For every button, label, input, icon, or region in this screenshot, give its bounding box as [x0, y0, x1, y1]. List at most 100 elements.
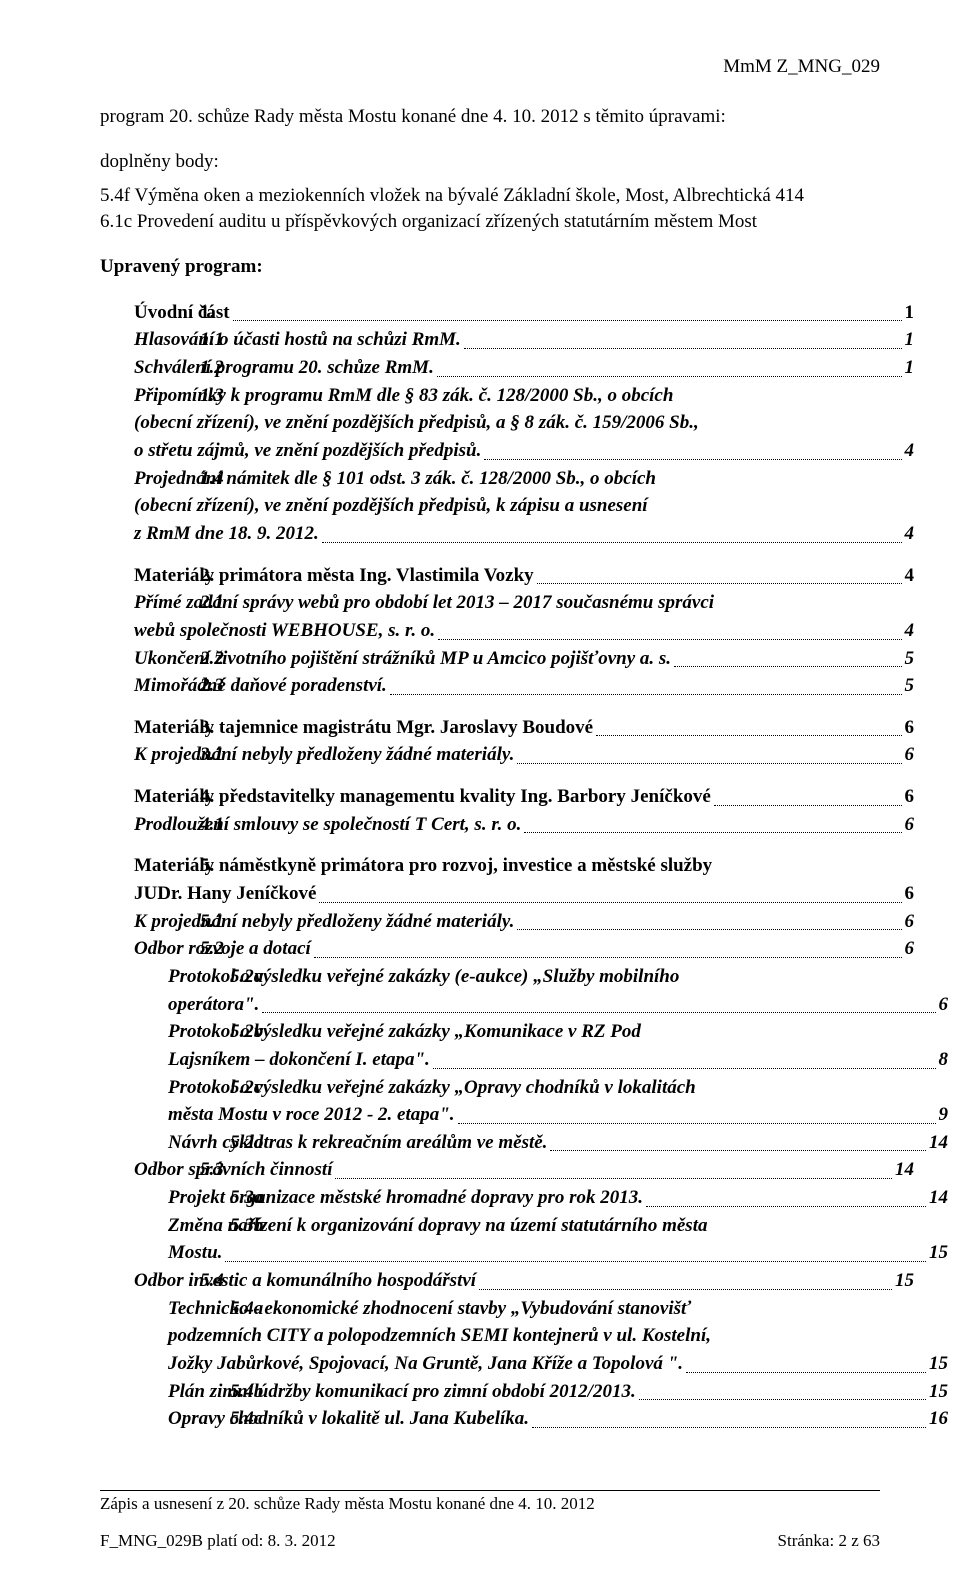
toc-entry: 1.3Připomínky k programu RmM dle § 83 zá… [100, 383, 880, 409]
toc-entry: 5.Materiály náměstkyně primátora pro roz… [100, 853, 880, 879]
toc-dots [550, 1149, 926, 1151]
toc-text: Prodloužení smlouvy se společností T Cer… [134, 812, 521, 838]
toc-dots [517, 762, 901, 764]
toc-label: 5.2a [230, 964, 263, 990]
toc-dots [537, 582, 902, 584]
toc-page-number: 8 [939, 1047, 949, 1073]
toc-label: 1.2 [200, 355, 224, 381]
toc-entry: 1.Úvodní část1 [100, 300, 880, 326]
toc-label: 3. [200, 715, 214, 741]
toc-label: 5.2c [230, 1075, 262, 1101]
toc-entry: 5.2cProtokol o výsledku veřejné zakázky … [100, 1075, 880, 1101]
toc-entry: 5.4aTechnicko - ekonomické zhodnocení st… [100, 1296, 880, 1322]
toc-dots [390, 693, 902, 695]
toc-label: 2.1 [200, 590, 224, 616]
toc-dots [532, 1426, 926, 1428]
toc-text: Materiály představitelky managementu kva… [134, 784, 711, 810]
toc-dots [674, 665, 901, 667]
header-doc-code: MmM Z_MNG_029 [100, 54, 880, 80]
toc-dots [464, 347, 902, 349]
toc-text: Lajsníkem – dokončení I. etapa". [168, 1047, 430, 1073]
toc-spacer [100, 839, 880, 851]
toc-spacer [100, 701, 880, 713]
upraveny-program-heading: Upravený program: [100, 254, 880, 280]
intro-item-2: 6.1c Provedení auditu u příspěvkových or… [100, 209, 880, 235]
toc-entry: (obecní zřízení), ve znění pozdějších př… [100, 493, 880, 519]
toc-page-number: 4 [905, 438, 915, 464]
toc-label: 5.4a [230, 1296, 263, 1322]
toc-label: 1.4 [200, 466, 224, 492]
toc-entry: 5.2aProtokol o výsledku veřejné zakázky … [100, 964, 880, 990]
toc-entry: 2.Materiály primátora města Ing. Vlastim… [100, 563, 880, 589]
toc-page-number: 6 [905, 881, 915, 907]
toc-label: 5.3b [230, 1213, 263, 1239]
toc-page-number: 6 [905, 812, 915, 838]
toc-page-number: 6 [905, 715, 915, 741]
toc-entry: o střetu zájmů, ve znění pozdějších před… [100, 438, 880, 464]
page-footer: Zápis a usnesení z 20. schůze Rady města… [100, 1490, 880, 1553]
toc-dots [433, 1067, 936, 1069]
toc-page-number: 6 [905, 742, 915, 768]
toc-page-number: 4 [905, 521, 915, 547]
toc-label: 5.2b [230, 1019, 263, 1045]
toc-page-number: 6 [905, 936, 915, 962]
toc-text: města Mostu v roce 2012 - 2. etapa". [168, 1102, 455, 1128]
toc-page-number: 6 [939, 992, 949, 1018]
toc-label: 4. [200, 784, 214, 810]
toc-entry: 3.Materiály tajemnice magistrátu Mgr. Ja… [100, 715, 880, 741]
toc-page-number: 5 [905, 673, 915, 699]
footer-left: F_MNG_029B platí od: 8. 3. 2012 [100, 1530, 336, 1553]
toc-entry: 2.2Ukončení životního pojištění strážník… [100, 646, 880, 672]
footer-row: F_MNG_029B platí od: 8. 3. 2012 Stránka:… [100, 1530, 880, 1553]
toc-text: Technicko - ekonomické zhodnocení stavby… [100, 1296, 880, 1322]
toc-label: 5. [200, 853, 214, 879]
toc-entry: 1.2Schválení programu 20. schůze RmM.1 [100, 355, 880, 381]
toc-entry: 2.1Přímé zadání správy webů pro období l… [100, 590, 880, 616]
toc-label: 5.1 [200, 909, 224, 935]
toc-entry: 5.4bPlán zimní údržby komunikací pro zim… [100, 1379, 880, 1405]
toc-dots [262, 1011, 935, 1013]
toc-dots [319, 901, 901, 903]
toc-text: operátora". [168, 992, 259, 1018]
toc-text: Úvodní část [134, 300, 230, 326]
toc-page-number: 15 [929, 1379, 948, 1405]
toc-dots [639, 1398, 926, 1400]
toc-entry: 1.4Projednání námitek dle § 101 odst. 3 … [100, 466, 880, 492]
toc-text: Hlasování o účasti hostů na schůzi RmM. [134, 327, 461, 353]
toc-entry: (obecní zřízení), ve znění pozdějších př… [100, 410, 880, 436]
toc-text: Mostu. [168, 1240, 222, 1266]
toc-entry: města Mostu v roce 2012 - 2. etapa".9 [100, 1102, 880, 1128]
toc-dots [686, 1371, 926, 1373]
toc-label: 4.1 [200, 812, 224, 838]
toc-dots [438, 638, 901, 640]
toc-dots [524, 831, 901, 833]
toc-entry: 2.3Mimořádné daňové poradenství.5 [100, 673, 880, 699]
toc-page-number: 4 [905, 618, 915, 644]
toc-label: 1. [200, 300, 214, 326]
toc-entry: 5.4cOpravy chodníků v lokalitě ul. Jana … [100, 1406, 880, 1432]
toc-page-number: 15 [929, 1351, 948, 1377]
toc-label: 5.2 [200, 936, 224, 962]
toc-page-number: 6 [905, 784, 915, 810]
toc-label: 5.4 [200, 1268, 224, 1294]
toc-entry: 1.1Hlasování o účasti hostů na schůzi Rm… [100, 327, 880, 353]
toc-entry: 5.3bZměna nařízení k organizování doprav… [100, 1213, 880, 1239]
toc-spacer [100, 770, 880, 782]
footer-rule [100, 1490, 880, 1491]
toc-page-number: 1 [905, 355, 915, 381]
toc-entry: 5.3aProjekt organizace městské hromadné … [100, 1185, 880, 1211]
toc-page-number: 16 [929, 1406, 948, 1432]
toc-entry: 5.3Odbor správních činností14 [100, 1157, 880, 1183]
toc-label: 2. [200, 563, 214, 589]
toc-text: z RmM dne 18. 9. 2012. [134, 521, 319, 547]
toc-label: 1.1 [200, 327, 224, 353]
toc-entry: 5.1 K projednání nebyly předloženy žádné… [100, 909, 880, 935]
toc-text: Změna nařízení k organizování dopravy na… [100, 1213, 880, 1239]
toc-entry: z RmM dne 18. 9. 2012.4 [100, 521, 880, 547]
toc-text: Mimořádné daňové poradenství. [134, 673, 387, 699]
toc-entry: 5.2bProtokol o výsledku veřejné zakázky … [100, 1019, 880, 1045]
intro-line-1: program 20. schůze Rady města Mostu kona… [100, 104, 880, 130]
toc-entry: 4.1Prodloužení smlouvy se společností T … [100, 812, 880, 838]
toc-entry: 5.2Odbor rozvoje a dotací6 [100, 936, 880, 962]
toc-dots [437, 375, 902, 377]
